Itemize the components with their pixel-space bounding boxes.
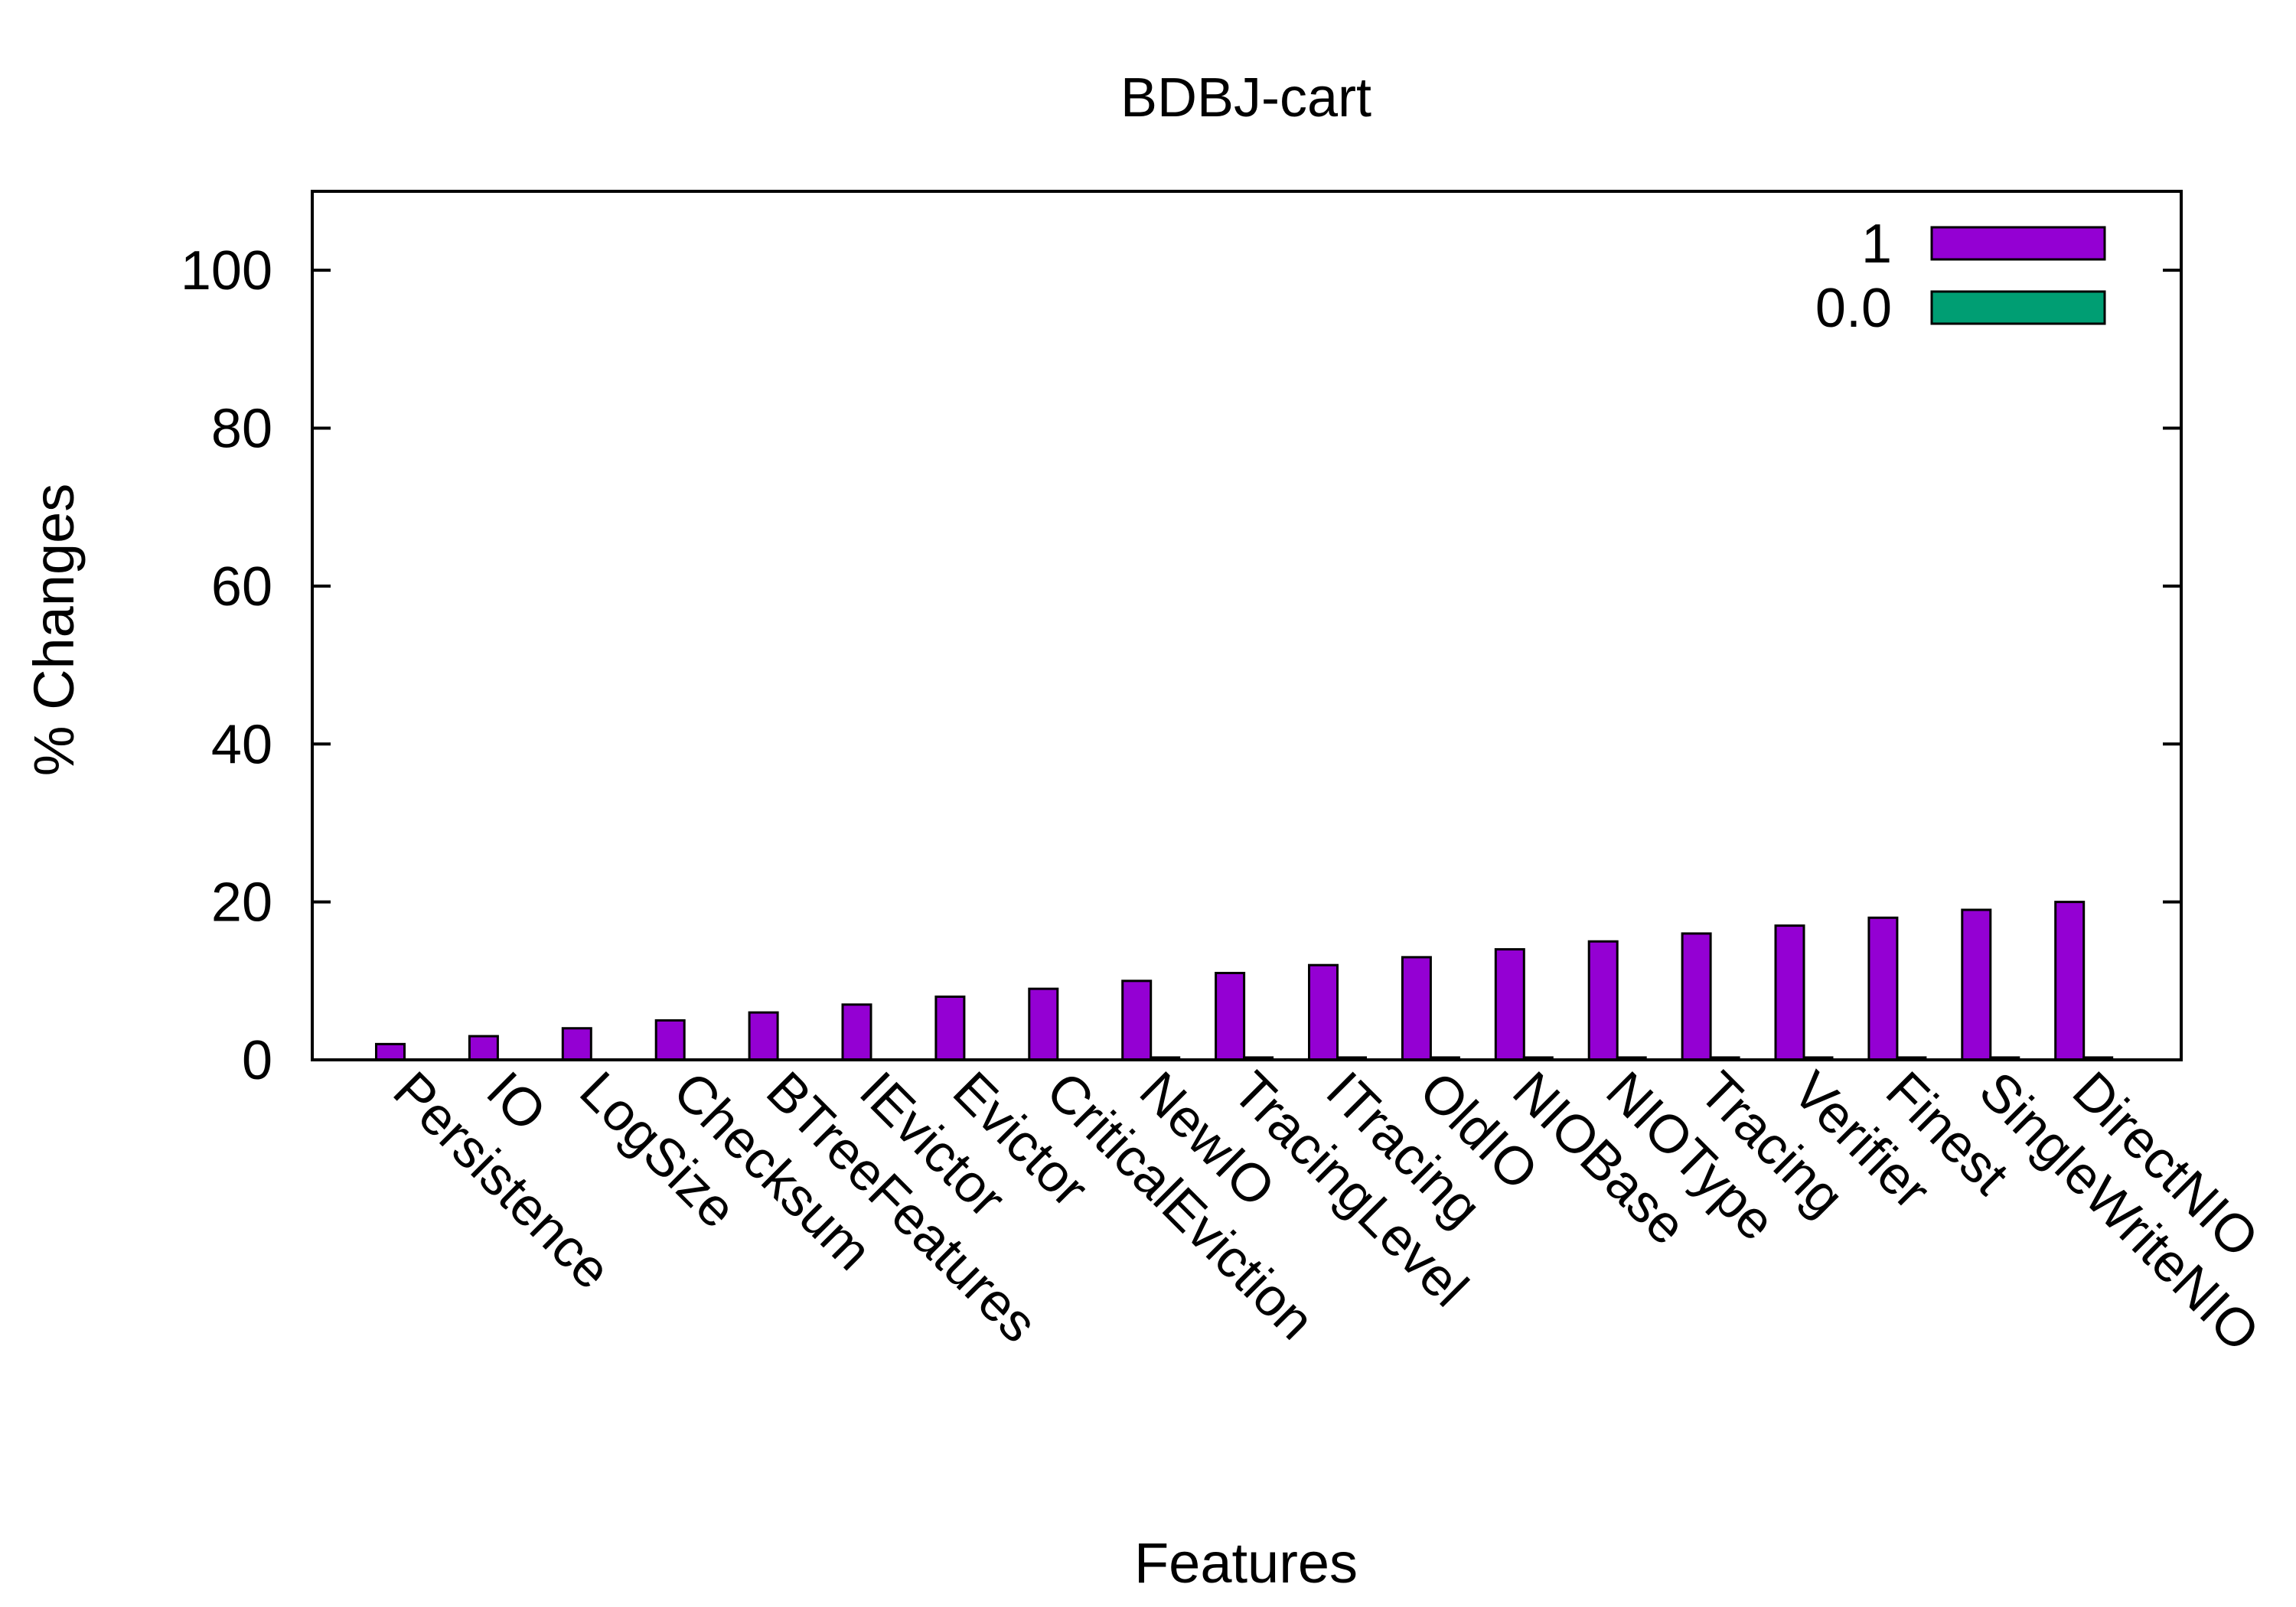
- legend-swatch: [1930, 226, 2106, 261]
- legend-label: 1: [1861, 214, 1892, 275]
- bar: [1681, 932, 1712, 1061]
- bar: [1215, 972, 1246, 1061]
- bar: [468, 1035, 499, 1061]
- bar: [1494, 948, 1525, 1061]
- bar: [1867, 916, 1899, 1061]
- bar: [1121, 980, 1153, 1061]
- bar: [375, 1042, 406, 1061]
- chart-title: BDBJ-cart: [1120, 67, 1371, 129]
- bar: [934, 995, 966, 1061]
- bar: [561, 1027, 592, 1061]
- bar: [748, 1011, 779, 1061]
- y-tick-label: 60: [211, 556, 272, 618]
- bar: [1774, 924, 1805, 1061]
- legend: 10.0: [1815, 214, 2106, 339]
- y-axis-ticks: 0 20 40 60 80 100: [181, 240, 2181, 1091]
- legend-swatch: [1930, 290, 2106, 325]
- y-tick-label: 0: [242, 1030, 272, 1091]
- y-axis-label: % Changes: [22, 484, 86, 777]
- bars: [375, 901, 2114, 1061]
- x-axis-label: Features: [1134, 1531, 1358, 1595]
- y-tick-label: 20: [211, 872, 272, 934]
- legend-label: 0.0: [1815, 278, 1892, 339]
- bar: [654, 1019, 686, 1061]
- y-tick-label: 100: [181, 240, 272, 302]
- bar: [1961, 908, 1992, 1061]
- bar: [1308, 963, 1339, 1061]
- bar: [1401, 956, 1432, 1061]
- bar: [1028, 987, 1059, 1061]
- bar: [1587, 940, 1619, 1061]
- bar: [841, 1003, 872, 1061]
- y-tick-label: 40: [211, 714, 272, 775]
- y-tick-label: 80: [211, 399, 272, 460]
- bar: [2054, 901, 2086, 1061]
- plot-frame: [311, 190, 2183, 1061]
